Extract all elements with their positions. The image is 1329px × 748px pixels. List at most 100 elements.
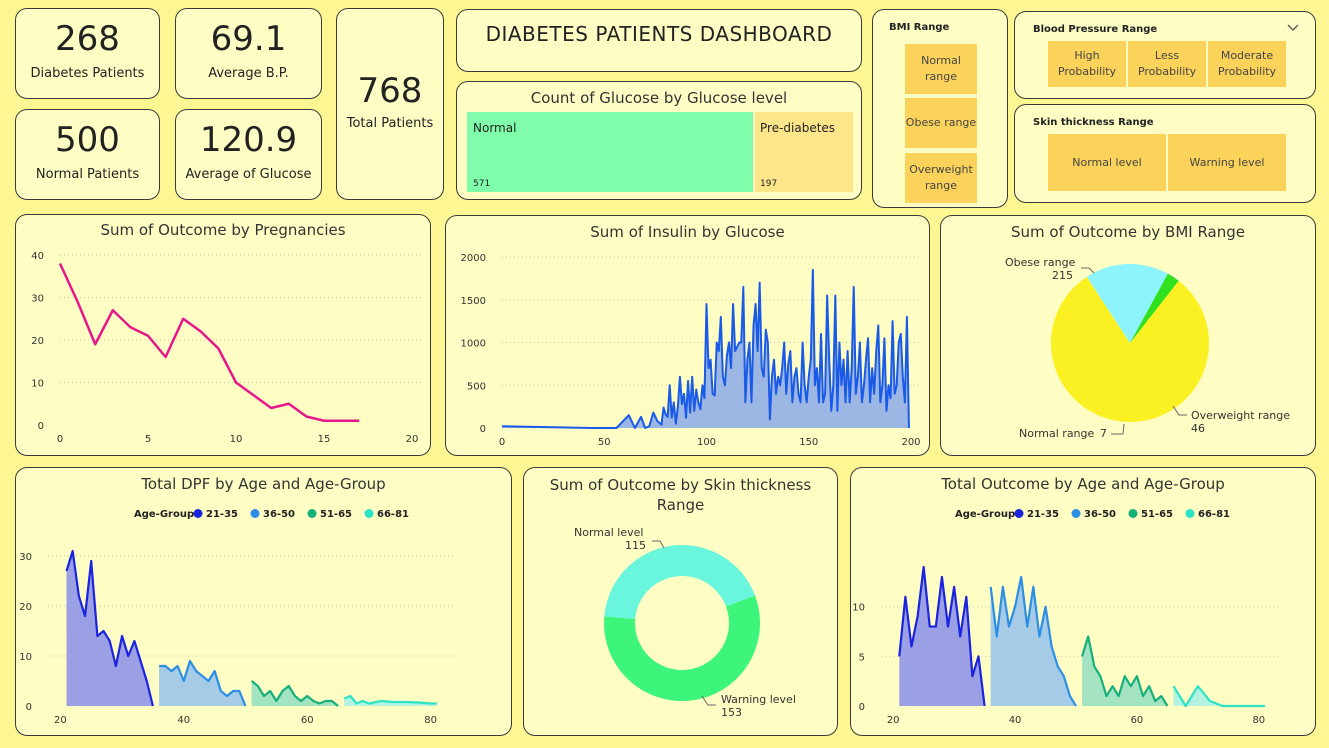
kpi-total-label: Total Patients	[346, 116, 434, 131]
donut-leader-line	[652, 540, 665, 549]
pregnancies-line-chart: 0 10 20 30 40 0 5 10 15 20	[31, 251, 422, 445]
kpi-avg-glucose-card: 120.9 Average of Glucose	[175, 109, 322, 200]
bmi-option-obese[interactable]: Obese range	[905, 98, 977, 148]
kpi-avg-bp-card: 69.1 Average B.P.	[175, 8, 322, 99]
series-line	[1081, 635, 1169, 707]
outcome-age-chart-card: Total Outcome by Age and Age-Group 0 5 10 2…	[850, 467, 1316, 736]
pie-leader-line	[1172, 405, 1187, 416]
donut-label-name: Warning level	[721, 693, 796, 706]
x-tick-label: 40	[177, 715, 190, 726]
kpi-avg-glucose-value: 120.9	[199, 120, 298, 160]
outcome-age-chart-title: Total Outcome by Age and Age-Group	[941, 475, 1225, 493]
x-tick-label: 10	[230, 434, 243, 445]
pie-label-value: 7	[1100, 427, 1107, 440]
series-area-fill	[66, 551, 153, 706]
kpi-avg-bp-value: 69.1	[210, 19, 287, 59]
bp-option-less[interactable]: Less Probability	[1128, 41, 1206, 87]
treemap-tile-normal[interactable]: Normal 571	[467, 112, 753, 192]
y-tick-label: 0	[26, 702, 32, 713]
x-tick-label: 150	[799, 437, 818, 448]
x-tick-label: 0	[57, 434, 63, 445]
y-tick-label: 20	[19, 602, 32, 613]
pie-label-value: 46	[1191, 422, 1205, 435]
x-tick-label: 5	[145, 434, 151, 445]
series-line	[989, 575, 1077, 707]
glucose-level-title: Count of Glucose by Glucose level	[530, 89, 788, 107]
legend-marker	[307, 509, 317, 518]
legend-marker	[1128, 509, 1138, 518]
kpi-avg-bp-label: Average B.P.	[208, 66, 289, 81]
skin-option-warning[interactable]: Warning level	[1168, 134, 1286, 191]
bmi-slice	[1130, 273, 1179, 343]
legend-marker	[1185, 509, 1195, 518]
kpi-diabetes-card: 268 Diabetes Patients	[15, 8, 160, 99]
x-tick-label: 50	[598, 437, 611, 448]
dpf-chart-title: Total DPF by Age and Age-Group	[141, 475, 386, 493]
y-tick-label: 500	[467, 381, 486, 392]
dpf-chart-card: Total DPF by Age and Age-Group 0 10 20 30 20…	[15, 467, 512, 736]
x-tick-label: 20	[887, 715, 900, 726]
legend-label: 66-81	[1198, 509, 1230, 520]
chevron-down-icon[interactable]	[1287, 24, 1299, 32]
dashboard-title-card: DIABETES PATIENTS DASHBOARD	[456, 9, 862, 72]
skin-slicer-card: Skin thickness Range Normal level Warnin…	[1014, 104, 1316, 203]
x-tick-label: 40	[1009, 715, 1022, 726]
series-line	[1172, 685, 1265, 708]
x-tick-label: 20	[54, 715, 67, 726]
y-tick-label: 30	[31, 294, 44, 305]
pregnancies-chart-title: Sum of Outcome by Pregnancies	[100, 221, 346, 239]
legend-label: 51-65	[1141, 509, 1173, 520]
treemap-label-prediabetes: Pre-diabetes	[760, 121, 836, 135]
legend-title: Age-Group	[955, 509, 1015, 520]
legend-marker	[1071, 509, 1081, 518]
x-tick-label: 0	[499, 437, 505, 448]
skin-option-normal[interactable]: Normal level	[1048, 134, 1166, 191]
series-line	[898, 565, 986, 707]
y-tick-label: 1500	[461, 296, 486, 307]
legend-label: 36-50	[263, 509, 295, 520]
series-area-fill	[159, 661, 246, 706]
bp-slicer-title: Blood Pressure Range	[1033, 24, 1158, 35]
bp-option-high[interactable]: High Probability	[1048, 41, 1126, 87]
kpi-avg-glucose-label: Average of Glucose	[185, 167, 312, 182]
skin-slicer-title: Skin thickness Range	[1033, 117, 1154, 128]
bmi-option-normal[interactable]: Normal range	[905, 44, 977, 94]
y-tick-label: 40	[31, 251, 44, 262]
bmi-slicer-card: BMI Range Normal range Obese range Overw…	[872, 9, 1008, 208]
kpi-diabetes-value: 268	[55, 19, 120, 59]
insulin-chart-card: Sum of Insulin by Glucose 0 500 1000 1500 20…	[445, 215, 930, 456]
legend-marker	[364, 509, 374, 518]
treemap-label-normal: Normal	[473, 121, 517, 135]
legend-label: 21-35	[206, 509, 238, 520]
outcome-age-area-chart: 0 5 10 20 40 60 80 Age-Group 21-35 36-50 51-65 66-8…	[852, 509, 1281, 726]
series-area-fill	[1173, 686, 1265, 706]
legend-marker	[250, 509, 260, 518]
dashboard-title: DIABETES PATIENTS DASHBOARD	[485, 22, 833, 46]
series-area-fill	[990, 576, 1076, 706]
y-tick-label: 1000	[461, 339, 486, 350]
series-line	[159, 659, 247, 707]
kpi-normal-card: 500 Normal Patients	[15, 109, 160, 200]
y-tick-label: 30	[19, 552, 32, 563]
y-tick-label: 20	[31, 336, 44, 347]
bmi-option-overweight[interactable]: Overweight range	[905, 153, 977, 203]
insulin-area-chart: 0 500 1000 1500 2000 0 50 100 150 200	[461, 253, 921, 448]
glucose-level-card: Count of Glucose by Glucose level Normal…	[456, 81, 862, 200]
x-tick-label: 60	[301, 715, 314, 726]
series-area-fill	[251, 681, 339, 706]
bmi-slice	[1051, 276, 1209, 422]
pie-label-name: Obese range	[1005, 256, 1076, 269]
x-tick-label: 100	[697, 437, 716, 448]
series-line	[343, 694, 437, 705]
treemap-tile-prediabetes[interactable]: Pre-diabetes 197	[755, 112, 853, 192]
x-tick-label: 20	[406, 434, 419, 445]
series-line	[250, 680, 339, 707]
legend-marker	[193, 509, 203, 518]
bmi-slicer-title: BMI Range	[889, 22, 950, 33]
donut-label-name: Normal level	[574, 526, 643, 539]
bp-option-moderate[interactable]: Moderate Probability	[1208, 41, 1286, 87]
donut-leader-line	[701, 695, 716, 706]
series-area-fill	[899, 567, 985, 706]
x-tick-label: 15	[318, 434, 331, 445]
